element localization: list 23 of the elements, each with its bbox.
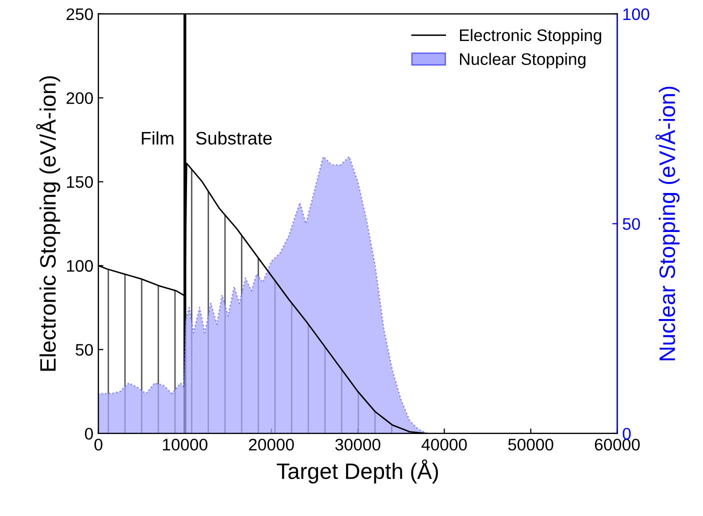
legend-label: Nuclear Stopping bbox=[460, 52, 586, 68]
y2-axis-title: Nuclear Stopping (eV/Å-ion) bbox=[655, 86, 680, 360]
x-axis-title: Target Depth (Å) bbox=[276, 459, 438, 484]
y-tick-label: 150 bbox=[67, 176, 93, 188]
x-tick-label: 20000 bbox=[249, 438, 294, 451]
x-tick-label: 0 bbox=[94, 438, 102, 451]
y-tick-label: 250 bbox=[66, 8, 93, 20]
y-tick-label: 0 bbox=[84, 428, 93, 440]
y-tick-label: 50 bbox=[76, 344, 93, 356]
x-tick-label: 30000 bbox=[335, 438, 380, 451]
annotation: Film bbox=[142, 131, 174, 144]
y2-tick-label: 50 bbox=[622, 218, 640, 230]
x-tick-label: 60000 bbox=[594, 438, 640, 451]
y-axis-title: Electronic Stopping (eV/Å-ion) bbox=[36, 76, 60, 371]
y-tick-label: 200 bbox=[66, 92, 93, 104]
x-tick-label: 50000 bbox=[508, 438, 554, 451]
x-tick-label: 40000 bbox=[422, 438, 467, 451]
legend-label: Electronic Stopping bbox=[460, 28, 602, 44]
y2-tick-label: 0 bbox=[622, 428, 631, 440]
x-tick-label: 10000 bbox=[162, 438, 208, 451]
y2-tick-label: 100 bbox=[623, 8, 650, 20]
y-tick-label: 100 bbox=[67, 260, 93, 272]
annotation: Substrate bbox=[196, 131, 272, 145]
